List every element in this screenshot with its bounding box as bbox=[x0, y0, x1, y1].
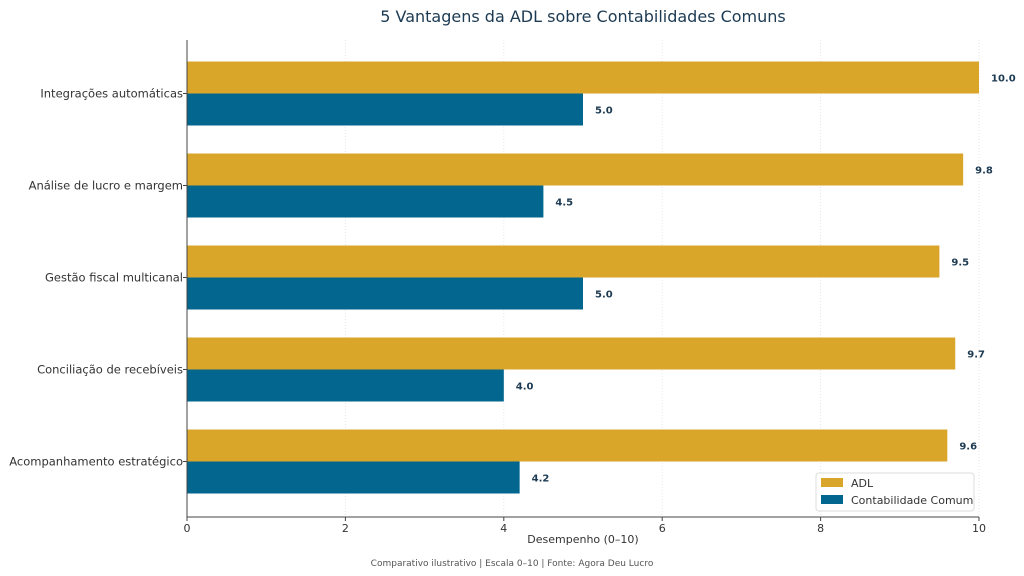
legend: ADL Contabilidade Comum bbox=[815, 472, 975, 512]
bars bbox=[187, 61, 979, 494]
legend-swatch-comum bbox=[821, 495, 843, 504]
value-label: 9.8 bbox=[975, 166, 993, 177]
x-tick-label: 2 bbox=[342, 522, 349, 535]
value-label: 5.0 bbox=[595, 106, 613, 117]
footnote: Comparativo ilustrativo | Escala 0–10 | … bbox=[371, 559, 654, 569]
value-label: 9.6 bbox=[959, 442, 977, 453]
bar-adl bbox=[187, 61, 979, 94]
bar-contabilidade-comum bbox=[187, 277, 583, 310]
legend-label-comum: Contabilidade Comum bbox=[851, 494, 973, 507]
value-label: 9.7 bbox=[967, 350, 985, 361]
x-tick-label: 8 bbox=[817, 522, 824, 535]
chart-title: 5 Vantagens da ADL sobre Contabilidades … bbox=[380, 7, 786, 26]
value-label: 4.0 bbox=[516, 382, 534, 393]
category-label: Acompanhamento estratégico bbox=[9, 455, 183, 469]
x-tick-label: 6 bbox=[659, 522, 666, 535]
legend-label-adl: ADL bbox=[851, 477, 874, 490]
x-tick-label: 4 bbox=[500, 522, 507, 535]
bar-adl bbox=[187, 429, 948, 462]
bar-contabilidade-comum bbox=[187, 461, 520, 494]
value-label: 4.5 bbox=[555, 198, 573, 209]
category-labels: Integrações automáticas Análise de lucro … bbox=[9, 87, 187, 469]
x-ticks: 0 2 4 6 8 10 bbox=[184, 517, 986, 535]
bar-contabilidade-comum bbox=[187, 185, 544, 218]
legend-swatch-adl bbox=[821, 478, 843, 487]
bar-adl bbox=[187, 337, 956, 370]
value-label: 10.0 bbox=[991, 74, 1016, 85]
legend-box bbox=[815, 472, 975, 512]
bar-contabilidade-comum bbox=[187, 93, 583, 126]
category-label: Análise de lucro e margem bbox=[29, 179, 183, 193]
bar-contabilidade-comum bbox=[187, 369, 504, 402]
value-labels: 10.0 5.0 9.8 4.5 9.5 5.0 9.7 4.0 9.6 4.2 bbox=[516, 74, 1016, 485]
value-label: 9.5 bbox=[951, 258, 969, 269]
value-label: 4.2 bbox=[532, 474, 550, 485]
bar-adl bbox=[187, 153, 964, 186]
category-label: Integrações automáticas bbox=[40, 87, 183, 101]
x-axis-label: Desempenho (0–10) bbox=[527, 533, 638, 546]
category-label: Gestão fiscal multicanal bbox=[45, 271, 183, 285]
category-label: Conciliação de recebíveis bbox=[37, 363, 183, 377]
x-tick-label: 10 bbox=[972, 522, 986, 535]
bar-adl bbox=[187, 245, 940, 278]
value-label: 5.0 bbox=[595, 290, 613, 301]
x-tick-label: 0 bbox=[184, 522, 191, 535]
